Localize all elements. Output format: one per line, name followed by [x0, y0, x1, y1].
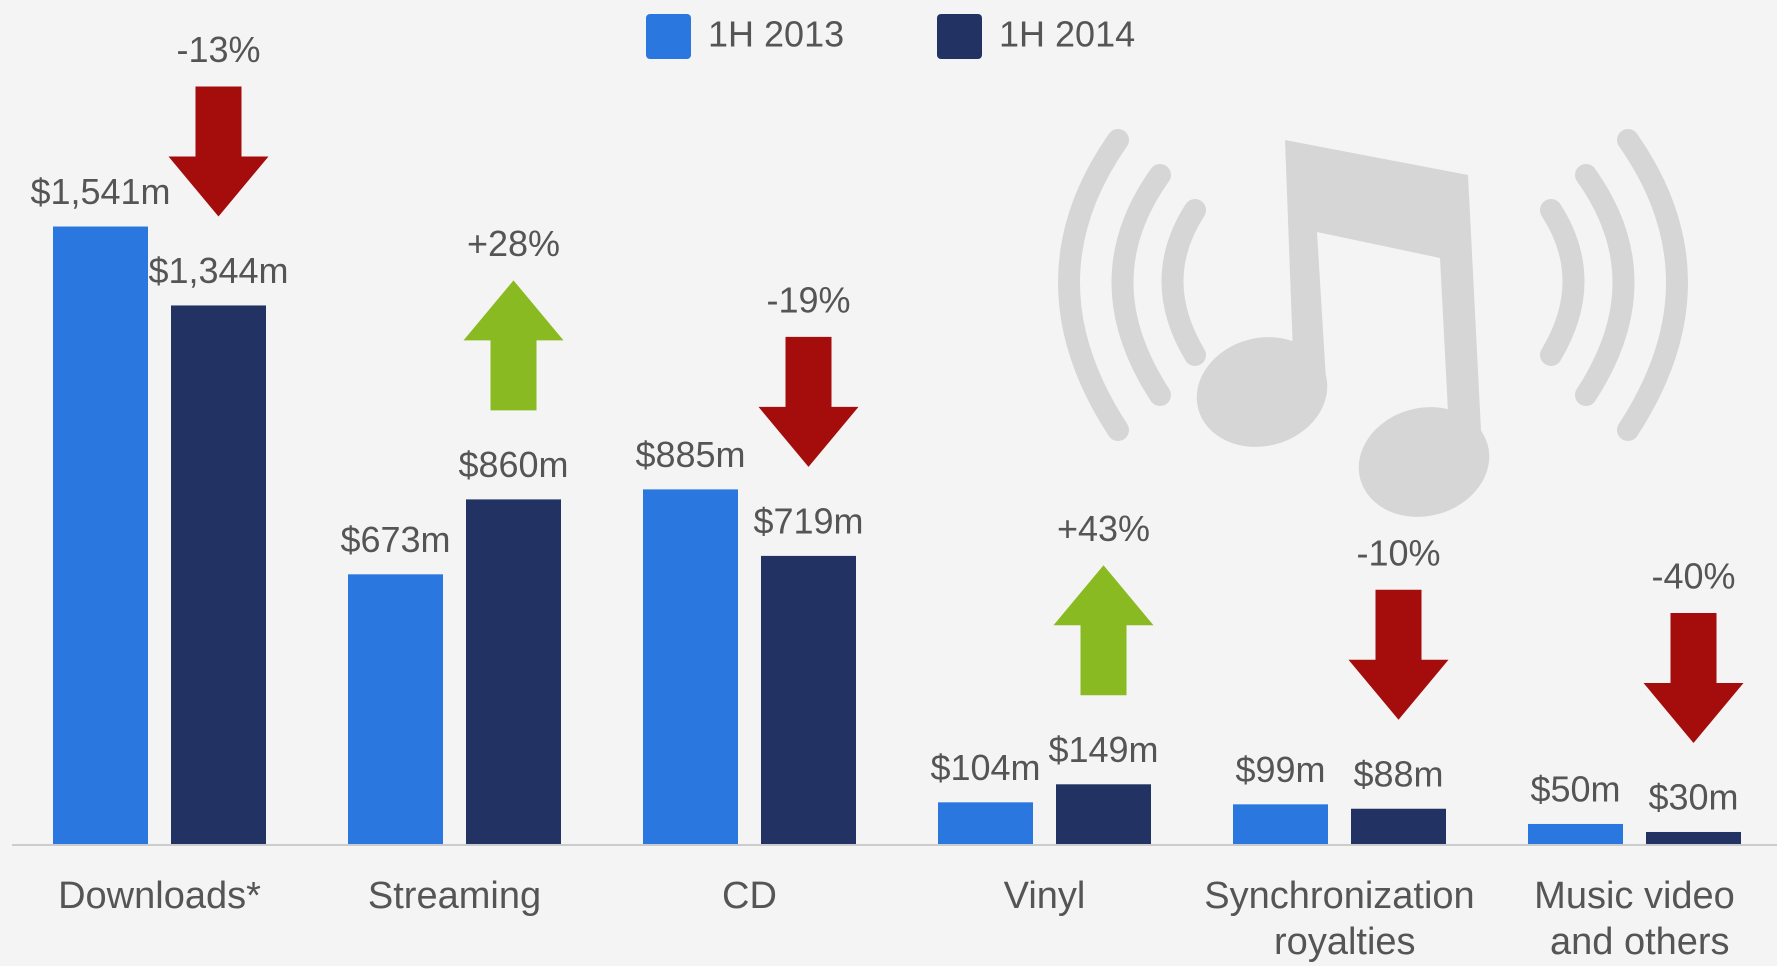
- bar: [643, 489, 738, 844]
- value-label: $673m: [340, 519, 450, 560]
- legend-label: 1H 2014: [999, 14, 1135, 55]
- legend-label: 1H 2013: [708, 14, 844, 55]
- change-arrow: [1053, 565, 1154, 696]
- music-note: [1196, 140, 1490, 517]
- legend-swatch: [646, 14, 691, 59]
- music-icon: [1058, 129, 1688, 441]
- bar: [1233, 804, 1328, 844]
- change-label: +28%: [467, 223, 560, 264]
- value-label: $860m: [458, 444, 568, 485]
- value-label: $885m: [635, 434, 745, 475]
- value-label: $99m: [1235, 749, 1325, 790]
- bar: [53, 226, 148, 844]
- change-arrow: [1643, 612, 1744, 743]
- bar: [1646, 831, 1741, 844]
- value-label: $719m: [753, 500, 863, 541]
- value-label: $50m: [1530, 768, 1620, 809]
- value-label: $30m: [1648, 776, 1738, 817]
- bar: [466, 499, 561, 844]
- value-label: $104m: [930, 747, 1040, 788]
- x-tick-label: Vinyl: [1004, 875, 1086, 917]
- x-tick-label: Streaming: [368, 875, 541, 917]
- change-label: -19%: [766, 279, 850, 320]
- change-label: -10%: [1356, 532, 1440, 573]
- x-tick-label: CD: [722, 875, 777, 917]
- bar: [938, 802, 1033, 844]
- x-tick-label: Music video and others: [1534, 875, 1735, 963]
- bar: [1528, 823, 1623, 844]
- bar: [171, 305, 266, 844]
- bar: [1351, 808, 1446, 844]
- x-tick-label: Downloads*: [58, 875, 261, 917]
- value-label: $1,541m: [30, 171, 170, 212]
- change-arrow: [758, 336, 859, 467]
- change-label: -13%: [176, 29, 260, 70]
- change-arrow: [1348, 589, 1449, 720]
- value-label: $88m: [1353, 753, 1443, 794]
- bar: [761, 555, 856, 844]
- change-label: +43%: [1057, 508, 1150, 549]
- x-tick-label: Synchronization royalties: [1204, 875, 1474, 963]
- change-arrow: [463, 280, 564, 411]
- change-label: -40%: [1651, 555, 1735, 596]
- change-arrow: [168, 86, 269, 217]
- legend-swatch: [937, 14, 982, 59]
- value-label: $149m: [1048, 729, 1158, 770]
- bar: [1056, 784, 1151, 844]
- value-label: $1,344m: [148, 250, 288, 291]
- bar: [348, 574, 443, 844]
